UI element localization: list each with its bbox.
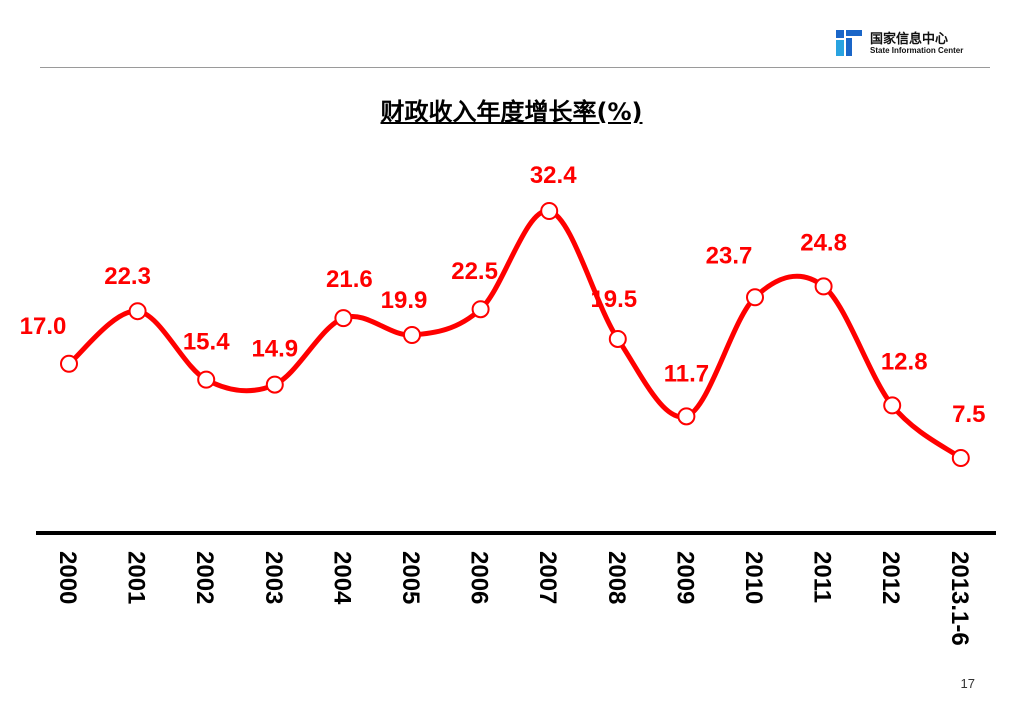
logo-english-text: State Information Center: [870, 46, 964, 55]
x-tick-label-2004: 2004: [328, 551, 355, 605]
data-point-2006: [471, 300, 490, 319]
data-point-2012: [883, 396, 902, 415]
x-tick-label-2001: 2001: [123, 551, 150, 604]
x-tick-label-2003: 2003: [260, 551, 287, 604]
data-label-2008: 19.5: [590, 286, 637, 313]
data-label-2007: 32.4: [530, 162, 577, 189]
header-divider: [40, 67, 990, 68]
logo-chinese-text: 国家信息中心: [870, 32, 949, 47]
data-point-2011: [814, 277, 833, 296]
data-point-2000: [60, 354, 78, 373]
data-label-2012: 12.8: [881, 348, 928, 375]
x-tick-label-2005: 2005: [397, 551, 424, 604]
data-point-2004: [334, 309, 353, 328]
x-tick-label-2010: 2010: [740, 551, 767, 604]
data-point-2008: [608, 329, 627, 348]
x-tick-label-2006: 2006: [466, 551, 493, 604]
x-tick-label-2009: 2009: [671, 551, 698, 604]
data-point-2003: [265, 375, 284, 394]
data-point-2010: [746, 288, 764, 307]
data-label-2001: 22.3: [104, 263, 151, 290]
x-tick-label-2000: 2000: [54, 551, 81, 604]
data-label-2009: 11.7: [664, 360, 709, 387]
data-label-2010: 23.7: [706, 242, 753, 269]
data-point-2002: [197, 370, 216, 389]
x-tick-label-2008: 2008: [603, 551, 630, 604]
x-tick-label-2013.1-6: 2013.1-6: [946, 551, 973, 646]
data-label-2013.1-6: 7.5: [952, 401, 985, 428]
data-label-2011: 24.8: [800, 229, 847, 256]
data-point-2009: [677, 407, 696, 426]
data-label-2006: 22.5: [451, 258, 498, 285]
x-tick-label-2007: 2007: [534, 551, 561, 604]
logo: 国家信息中心 State Information Center: [836, 30, 986, 58]
data-label-2003: 14.9: [251, 336, 298, 363]
data-point-2001: [128, 302, 147, 321]
data-label-2002: 15.4: [183, 329, 230, 356]
data-point-2005: [403, 325, 421, 344]
x-tick-label-2011: 2011: [809, 551, 836, 603]
chart-title: 财政收入年度增长率(%): [380, 98, 643, 126]
data-label-2005: 19.9: [381, 287, 428, 314]
logo-mark-icon: [836, 30, 862, 56]
page-number: 17: [960, 676, 975, 691]
x-tick-label-2002: 2002: [191, 551, 218, 604]
data-label-2004: 21.6: [326, 266, 373, 293]
data-point-2013.1-6: [951, 449, 970, 467]
data-label-2000: 17.0: [20, 313, 67, 340]
x-tick-label-2012: 2012: [877, 551, 904, 604]
data-point-2007: [540, 202, 559, 220]
